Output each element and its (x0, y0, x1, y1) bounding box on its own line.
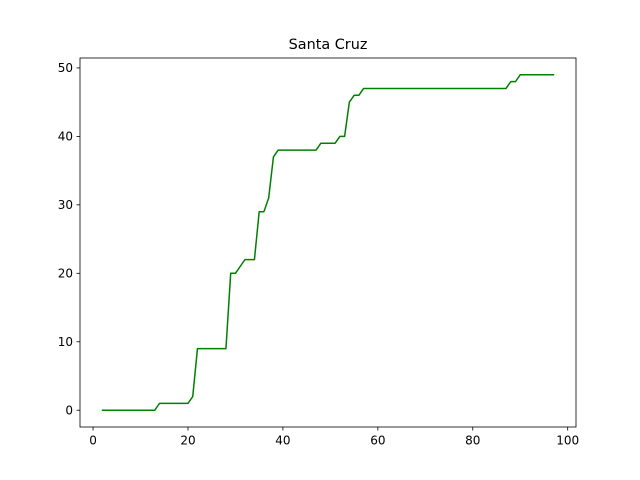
plot-frame (79, 57, 577, 428)
x-tick-label: 80 (465, 434, 480, 448)
series-group (101, 74, 555, 411)
x-tick-label: 100 (556, 434, 579, 448)
x-tick-label: 60 (370, 434, 385, 448)
x-tick-label: 40 (275, 434, 290, 448)
x-tick-label: 0 (89, 434, 97, 448)
x-tick-label: 20 (180, 434, 195, 448)
chart-title: Santa Cruz (289, 37, 368, 53)
y-tick-label: 20 (58, 267, 73, 281)
y-tick-label: 0 (65, 404, 73, 418)
y-tick-label: 30 (58, 198, 73, 212)
y-tick-label: 10 (58, 335, 73, 349)
axes: 0 20 40 60 80 100 0 10 20 30 40 50 (58, 57, 579, 448)
y-tick-label: 40 (58, 130, 73, 144)
y-tick-label: 50 (58, 61, 73, 75)
series-line (101, 74, 555, 411)
